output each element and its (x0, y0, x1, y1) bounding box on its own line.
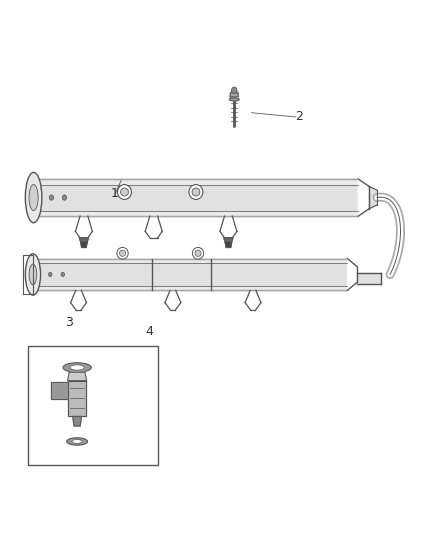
Text: 1: 1 (111, 187, 119, 200)
Polygon shape (347, 259, 357, 290)
Ellipse shape (117, 247, 128, 259)
Ellipse shape (120, 188, 128, 196)
Bar (34, 179, 358, 216)
Circle shape (232, 87, 237, 94)
Ellipse shape (120, 250, 126, 256)
Ellipse shape (189, 184, 203, 199)
Text: 3: 3 (65, 316, 73, 329)
Polygon shape (225, 243, 232, 247)
Polygon shape (230, 91, 238, 97)
Circle shape (61, 272, 64, 277)
Ellipse shape (72, 440, 82, 443)
Polygon shape (51, 382, 68, 399)
Circle shape (62, 195, 67, 200)
Ellipse shape (229, 98, 239, 101)
Ellipse shape (195, 250, 201, 256)
Bar (33, 259, 347, 290)
Polygon shape (73, 416, 81, 426)
Polygon shape (68, 381, 86, 416)
Ellipse shape (25, 254, 41, 295)
Text: 4: 4 (145, 325, 153, 338)
Ellipse shape (70, 365, 84, 370)
Ellipse shape (25, 172, 42, 223)
Polygon shape (224, 238, 233, 243)
Ellipse shape (117, 184, 131, 199)
Polygon shape (79, 238, 88, 243)
Ellipse shape (29, 184, 38, 211)
Polygon shape (357, 273, 381, 284)
Circle shape (49, 272, 52, 277)
Ellipse shape (67, 438, 88, 445)
Polygon shape (81, 243, 87, 247)
Text: 2: 2 (296, 110, 304, 124)
Ellipse shape (29, 264, 37, 285)
Circle shape (49, 195, 53, 200)
Ellipse shape (63, 363, 91, 372)
Ellipse shape (192, 247, 204, 259)
Polygon shape (358, 179, 369, 216)
Polygon shape (369, 187, 377, 209)
Bar (28, 346, 158, 465)
Polygon shape (67, 372, 87, 381)
Ellipse shape (192, 188, 200, 196)
